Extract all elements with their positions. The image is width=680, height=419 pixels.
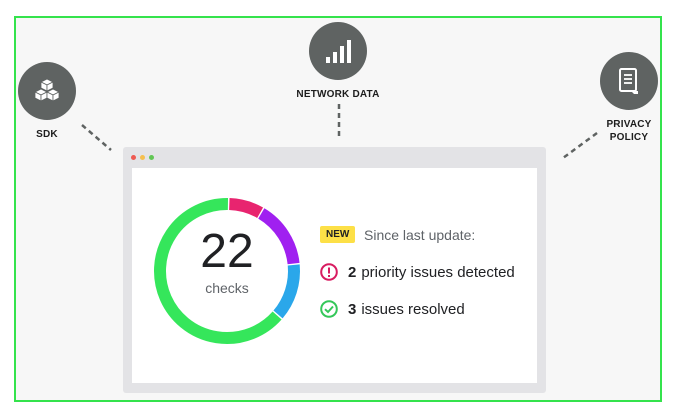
resolved-text: issues resolved xyxy=(361,300,465,318)
privacy-label-line1: PRIVACY xyxy=(606,119,652,130)
gauge-segment-pink xyxy=(228,198,264,219)
sdk-label: SDK xyxy=(36,129,58,140)
content-panel: 22 checks NEW Since last update: 2 prior… xyxy=(132,168,537,383)
document-icon xyxy=(600,52,658,110)
network-data-node: NETWORK DATA xyxy=(288,22,388,101)
close-dot[interactable] xyxy=(131,155,136,160)
sdk-node: SDK xyxy=(18,62,76,141)
priority-count: 2 xyxy=(348,263,357,281)
resolved-count: 3 xyxy=(348,300,357,318)
checks-label: checks xyxy=(205,280,249,296)
resolved-issues-row: 3 issues resolved xyxy=(320,300,465,318)
network-data-label: NETWORK DATA xyxy=(296,89,380,100)
maximize-dot[interactable] xyxy=(149,155,154,160)
since-update-text: Since last update: xyxy=(364,227,476,243)
gauge-segment-purple xyxy=(258,208,300,265)
checks-count: 22 xyxy=(200,225,254,278)
gauge-segment-passed xyxy=(154,198,282,344)
privacy-label-line2: POLICY xyxy=(609,132,649,143)
signal-bars-icon xyxy=(309,22,367,80)
minimize-dot[interactable] xyxy=(140,155,145,160)
priority-text: priority issues detected xyxy=(361,263,515,281)
gauge-segment-blue xyxy=(273,264,300,319)
privacy-connector xyxy=(562,131,598,160)
window-controls xyxy=(131,155,154,160)
sdk-connector xyxy=(81,124,112,151)
priority-issues-row: 2 priority issues detected xyxy=(320,263,515,281)
check-circle-icon xyxy=(320,300,338,318)
cube-stack-icon xyxy=(18,62,76,120)
browser-window: 22 checks NEW Since last update: 2 prior… xyxy=(123,147,546,393)
warning-circle-icon xyxy=(320,263,338,281)
privacy-policy-label: PRIVACY POLICY xyxy=(596,118,662,144)
privacy-policy-node: PRIVACY POLICY xyxy=(596,52,662,144)
new-badge: NEW xyxy=(320,226,356,243)
checks-gauge xyxy=(154,198,300,344)
